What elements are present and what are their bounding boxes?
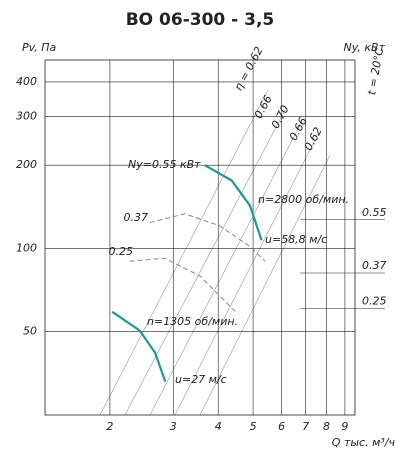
x-tick-label: 7 <box>302 420 309 433</box>
x-tick-label: 8 <box>323 420 330 433</box>
power-curve <box>129 257 236 312</box>
pressure-curve <box>111 310 167 382</box>
annotation: u=27 м/с <box>175 373 227 386</box>
y2-tick-label: 0.25 <box>362 295 387 308</box>
ray <box>174 139 316 416</box>
series-label: 0.25 <box>109 245 134 258</box>
x-tick-label: 6 <box>278 420 285 433</box>
x-axis-label: Q тыс. м³/ч <box>332 436 396 449</box>
y-tick-label: 50 <box>23 325 37 338</box>
ray <box>99 89 269 416</box>
plot-frame <box>44 59 356 416</box>
power-curve <box>149 213 266 262</box>
y2-tick-label: 0.55 <box>362 206 387 219</box>
x-tick-label: 3 <box>170 420 177 433</box>
series-label: n=1305 об/мин. <box>147 315 238 328</box>
annotation: 0.70 <box>269 103 292 131</box>
ray <box>149 124 301 416</box>
annotation: η = 0.62 <box>232 45 266 93</box>
series-label: 0.37 <box>124 211 149 224</box>
x-tick-label: 4 <box>215 420 222 433</box>
efficiency-rays <box>99 89 331 416</box>
annotation: u=58,8 м/с <box>265 233 327 246</box>
y2-axis-label: Ny, кВт <box>344 41 386 54</box>
y-tick-label: 400 <box>16 75 37 88</box>
pressure-curve <box>204 164 263 241</box>
chart-title: ВО 06-300 - 3,5 <box>126 10 275 30</box>
x-tick-label: 5 <box>250 420 257 433</box>
x-tick-label: 2 <box>106 420 113 433</box>
ray <box>124 109 286 416</box>
y-tick-label: 200 <box>16 158 37 171</box>
y-tick-label: 300 <box>16 109 37 122</box>
y2-tick-label: 0.37 <box>362 259 387 272</box>
series-label: n=2800 об/мин. <box>258 193 349 206</box>
y-axis-label: Pv, Па <box>22 41 57 54</box>
y-tick-label: 100 <box>16 241 37 254</box>
ray <box>199 154 331 416</box>
annotation: Ny=0.55 кВт <box>128 158 201 171</box>
x-tick-label: 9 <box>341 420 348 433</box>
